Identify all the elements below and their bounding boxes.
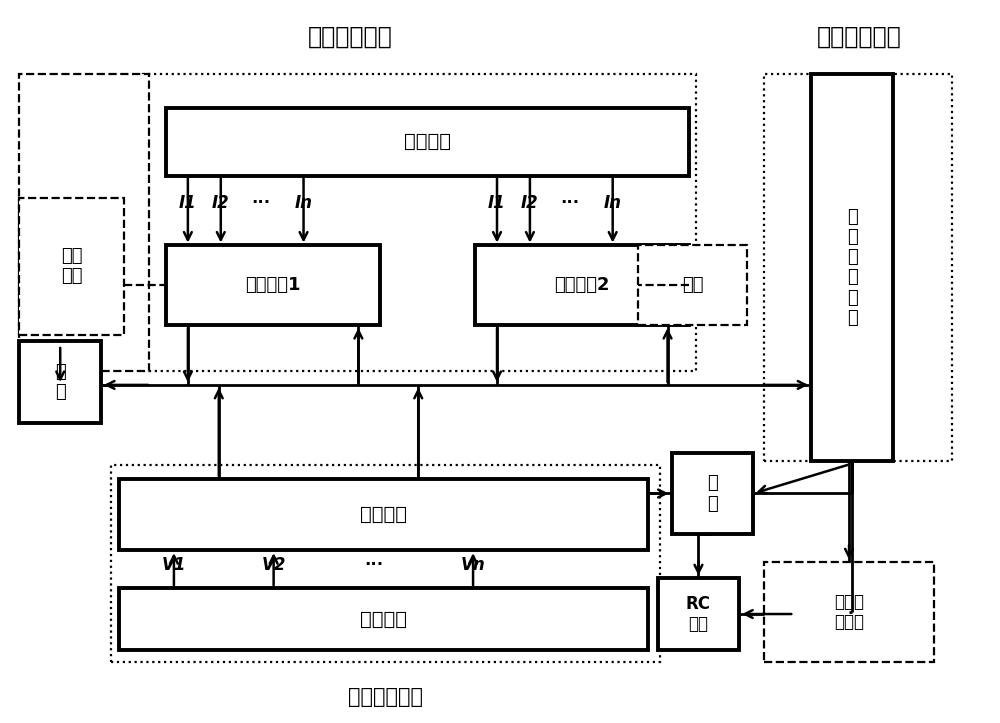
Bar	[119, 588, 648, 650]
Text: Vn: Vn	[461, 556, 485, 574]
Text: 延迟: 延迟	[682, 276, 703, 294]
Text: ···: ···	[364, 556, 383, 574]
Bar	[19, 341, 101, 423]
Bar	[19, 74, 149, 371]
Text: 阈值设置: 阈值设置	[360, 609, 407, 628]
Text: I2: I2	[212, 194, 230, 212]
Text: In: In	[604, 194, 622, 212]
Bar	[764, 74, 952, 461]
Bar	[475, 245, 689, 325]
Text: 波形
产生: 波形 产生	[61, 247, 82, 286]
Bar	[658, 578, 739, 650]
Bar	[672, 453, 753, 534]
Text: 节点电压: 节点电压	[360, 505, 407, 524]
Text: 恒流充电模块: 恒流充电模块	[308, 25, 393, 48]
Text: 电容支路2: 电容支路2	[555, 276, 610, 294]
Text: I1: I1	[179, 194, 197, 212]
Bar	[111, 465, 660, 662]
Text: 波形间
隔时间: 波形间 隔时间	[834, 593, 864, 631]
Bar	[811, 74, 893, 461]
Bar	[764, 562, 934, 662]
Text: In: In	[295, 194, 313, 212]
Text: I2: I2	[521, 194, 539, 212]
Text: 逻
辑
判
断
电
路: 逻 辑 判 断 电 路	[847, 208, 857, 327]
Text: I1: I1	[488, 194, 506, 212]
Bar	[19, 197, 124, 335]
Text: V1: V1	[162, 556, 186, 574]
Text: 电
压: 电 压	[55, 363, 66, 401]
Bar	[166, 245, 380, 325]
Text: ···: ···	[560, 194, 579, 212]
Text: RC
延迟: RC 延迟	[686, 595, 711, 633]
Bar	[143, 74, 696, 371]
Bar	[638, 245, 747, 325]
Bar	[119, 479, 648, 550]
Text: 电容支路1: 电容支路1	[245, 276, 301, 294]
Bar	[166, 108, 689, 176]
Text: V2: V2	[261, 556, 286, 574]
Text: 充电电流: 充电电流	[404, 132, 451, 151]
Text: ···: ···	[251, 194, 270, 212]
Text: 逻辑判断模块: 逻辑判断模块	[817, 25, 901, 48]
Text: 阈值设置模块: 阈值设置模块	[348, 687, 423, 706]
Text: 开
关: 开 关	[707, 474, 718, 513]
